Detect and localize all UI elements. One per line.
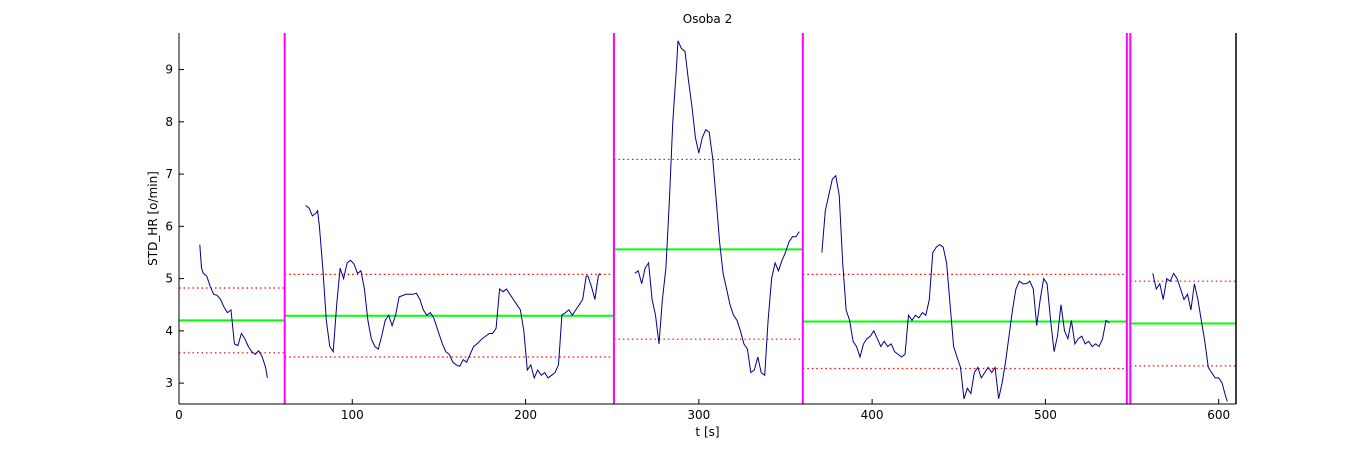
series-lines	[199, 40, 1228, 402]
series-line-1	[199, 244, 268, 378]
segment-boundaries	[283, 33, 1132, 404]
plot-area	[179, 33, 1236, 404]
y-tick-label-5: 5	[165, 272, 173, 286]
x-tick-label-100: 100	[341, 408, 364, 422]
y-axis-label: STD_HR [o/min]	[146, 171, 160, 266]
y-tick-label-3: 3	[165, 376, 173, 390]
y-tick-label-4: 4	[165, 324, 173, 338]
series-line-3	[634, 40, 800, 377]
y-tick-label-9: 9	[165, 63, 173, 77]
series-line-2	[305, 204, 601, 380]
x-axis-label: t [s]	[695, 425, 719, 439]
x-axis-ticks: 0 100 200 300 400 500 600	[175, 399, 1230, 422]
y-axis-ticks: 3 4 5 6 7 8 9	[165, 63, 184, 390]
y-tick-label-7: 7	[165, 167, 173, 181]
y-tick-label-8: 8	[165, 115, 173, 129]
chart-title: Osoba 2	[683, 12, 732, 26]
x-tick-label-0: 0	[175, 408, 183, 422]
x-tick-label-500: 500	[1034, 408, 1057, 422]
axes	[178, 33, 1237, 405]
x-tick-label-400: 400	[861, 408, 884, 422]
y-tick-label-6: 6	[165, 219, 173, 233]
x-tick-label-600: 600	[1207, 408, 1230, 422]
series-line-4	[821, 174, 1110, 399]
x-tick-label-300: 300	[687, 408, 710, 422]
x-tick-label-200: 200	[514, 408, 537, 422]
series-line-5	[1152, 272, 1228, 402]
